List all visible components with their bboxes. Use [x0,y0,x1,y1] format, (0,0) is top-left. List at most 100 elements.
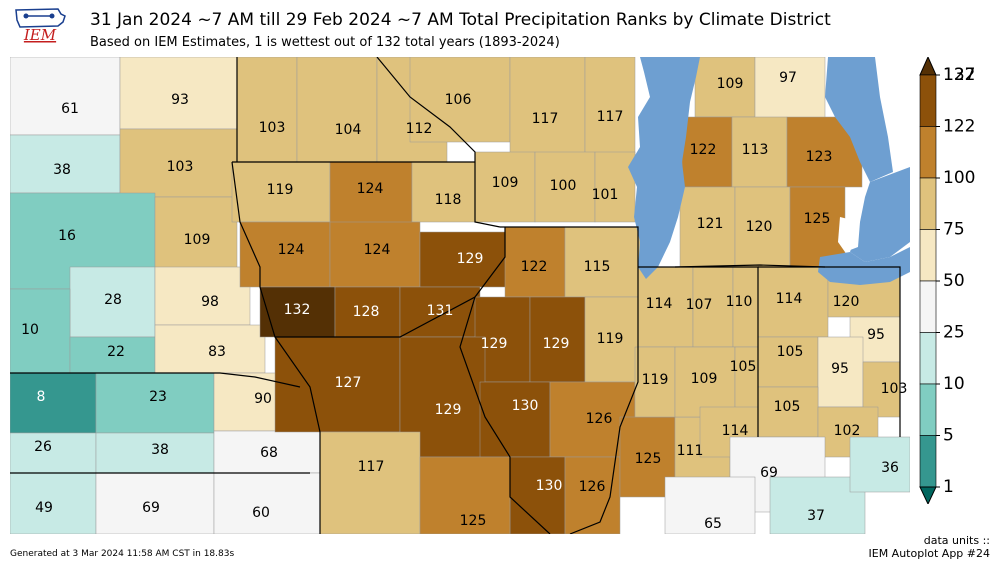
border-wi [376,57,501,228]
district-42 [529,296,586,383]
district-39 [334,286,401,338]
state-borders [10,57,901,534]
colorbar-tick-label: 127 [943,65,975,85]
district-rank-label: 37 [807,508,825,524]
district-rank-label: 90 [254,391,272,407]
district-54 [694,57,756,118]
district-rank-label: 16 [58,228,76,244]
district-rank-label: 124 [364,242,391,258]
district-rank-label: 130 [512,398,539,414]
district-11 [154,324,266,374]
district-rank-label: 129 [543,336,570,352]
border-mo-east [459,296,551,534]
district-rank-label: 130 [536,478,563,494]
district-rank-label: 117 [358,459,385,475]
district-22 [296,57,378,163]
district-rank-label: 112 [406,121,433,137]
district-rank-label: 26 [34,439,52,455]
district-rank-label: 109 [184,232,211,248]
district-fills [10,57,910,534]
district-19 [95,472,215,534]
district-rank-label: 114 [722,423,749,439]
district-56 [681,116,733,188]
district-26 [584,57,636,168]
district-4 [119,128,238,198]
district-rank-label: 124 [357,181,384,197]
district-36 [504,226,566,298]
district-55 [754,57,826,123]
precip-rank-map: 61 93 38 103 16 109 28 98 10 22 83 8 23 90 26 38 68 49 69 6… [10,57,910,534]
district-2 [119,57,238,130]
district-20 [213,472,325,534]
district-rank-label: 125 [804,211,831,227]
district-rank-label: 129 [457,251,484,267]
border-il [500,226,639,534]
district-rank-label: 122 [521,259,548,275]
district-rank-label: 106 [445,92,472,108]
district-9 [10,288,71,374]
district-rank-label: 28 [104,292,122,308]
district-rank-label: 110 [726,294,753,310]
district-rank-label: 95 [867,327,885,343]
district-72 [757,336,819,388]
district-rank-label: 118 [435,192,462,208]
district-rank-label: 8 [37,389,46,405]
colorbar-tick-label: 1 [943,477,954,497]
district-69 [757,266,829,338]
colorbar-segment [919,126,937,179]
district-13 [95,372,215,434]
district-labels: 61 93 38 103 16 109 28 98 10 22 83 8 23 90 26 38 68 49 69 6… [21,70,907,532]
district-rank-label: 109 [492,175,519,191]
generated-timestamp: Generated at 3 Mar 2024 11:58 AM CST in … [10,549,235,559]
lake-erie [818,247,910,285]
district-3 [10,134,121,194]
border-ne-ks [10,372,301,388]
district-rank-label: 104 [335,122,362,138]
district-30 [474,151,536,223]
district-rank-label: 38 [151,442,169,458]
district-7 [69,266,156,338]
district-rank-label: 126 [579,479,606,495]
district-80 [849,436,910,493]
district-rank-label: 119 [267,182,294,198]
district-67 [734,346,759,418]
district-15 [10,432,97,474]
district-65 [634,346,676,418]
district-rank-label: 128 [353,304,380,320]
app-label: IEM Autoplot App #24 [868,547,991,560]
district-50 [564,456,621,534]
district-63 [692,266,734,348]
district-rank-label: 132 [284,302,311,318]
district-18 [10,472,97,534]
colorbar-bottom-arrow [919,486,937,504]
district-rank-label: 121 [697,216,724,232]
district-rank-label: 129 [481,336,508,352]
district-rank-label: 10 [21,322,39,338]
district-rank-label: 100 [550,178,577,194]
district-79 [769,476,866,534]
district-12 [10,372,97,434]
colorbar-tick-label: 5 [943,426,954,446]
district-25 [509,57,586,168]
district-24 [409,57,511,143]
colorbar-tick-label: 75 [943,220,965,240]
district-rank-label: 61 [61,101,79,117]
colorbar-tick-label: 50 [943,271,965,291]
district-rank-label: 119 [642,372,669,388]
district-rank-label: 93 [171,92,189,108]
district-21 [236,57,298,163]
district-rank-label: 115 [584,259,611,275]
district-34 [329,221,421,288]
district-rank-label: 124 [278,242,305,258]
district-rank-label: 65 [704,516,722,532]
lake-stclair-area [838,217,860,252]
district-rank-label: 126 [586,411,613,427]
map-subtitle: Based on IEM Estimates, 1 is wettest out… [90,35,560,50]
district-rank-label: 95 [831,361,849,377]
lake-huron-east [850,167,910,262]
district-rank-label: 123 [806,149,833,165]
district-rank-label: 105 [730,359,757,375]
district-1 [10,57,121,136]
lake-huron [825,57,893,182]
